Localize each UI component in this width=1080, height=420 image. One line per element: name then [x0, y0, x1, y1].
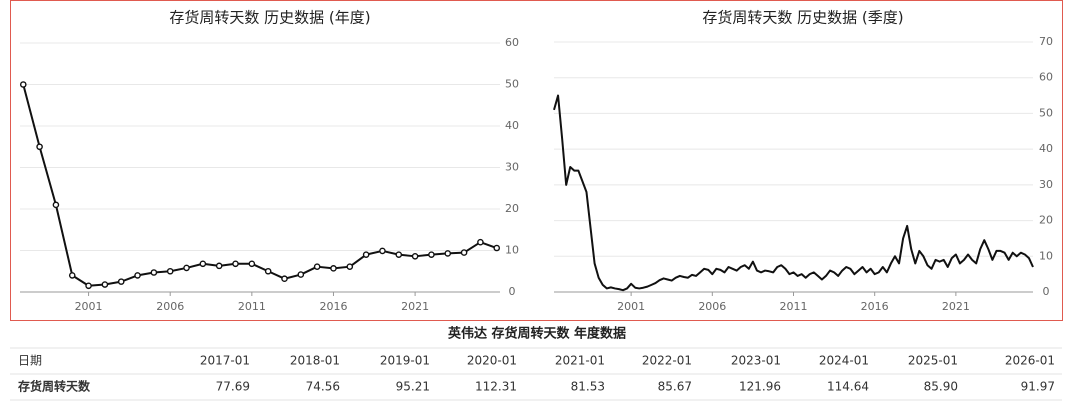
- marker: [150, 269, 158, 276]
- marker: [346, 263, 354, 270]
- marker: [85, 282, 92, 290]
- header-cell: 2026-01: [1005, 354, 1055, 368]
- marker: [52, 201, 60, 209]
- cell: 91.97: [1021, 380, 1055, 394]
- cell: 81.53: [571, 380, 605, 394]
- marker: [166, 267, 174, 275]
- marker: [232, 260, 239, 268]
- marker: [297, 271, 305, 278]
- header-cell: 2022-01: [642, 354, 692, 368]
- marker: [134, 272, 141, 279]
- y-tick-label: 50: [505, 78, 519, 91]
- marker: [428, 251, 435, 258]
- marker: [101, 281, 109, 288]
- cell: 77.69: [216, 380, 250, 394]
- marker: [215, 262, 223, 270]
- marker: [313, 263, 321, 270]
- header-cell: 日期: [18, 354, 42, 368]
- marker: [117, 278, 125, 285]
- cell: 95.21: [396, 380, 430, 394]
- chart-title: 存货周转天数 历史数据 (年度): [169, 9, 370, 27]
- y-tick-label: 40: [505, 119, 519, 132]
- marker: [411, 253, 419, 260]
- header-cell: 2023-01: [731, 354, 781, 368]
- marker: [183, 264, 190, 272]
- marker: [330, 265, 337, 272]
- cell: 85.67: [658, 380, 692, 394]
- y-tick-label: 10: [505, 244, 519, 257]
- x-tick-label: 2001: [75, 300, 103, 313]
- y-tick-label: 0: [1043, 285, 1050, 298]
- marker: [264, 267, 272, 275]
- chart-title: 存货周转天数 历史数据 (季度): [702, 9, 903, 27]
- marker: [477, 238, 484, 246]
- table-title: 英伟达 存货周转天数 年度数据: [447, 326, 626, 342]
- cell: 121.96: [739, 380, 781, 394]
- marker: [379, 247, 386, 255]
- header-cell: 2025-01: [908, 354, 958, 368]
- marker: [444, 250, 452, 257]
- marker: [19, 81, 27, 88]
- marker: [281, 275, 288, 283]
- marker: [36, 143, 43, 151]
- cell: 74.56: [306, 380, 340, 394]
- cell: 存货周转天数: [17, 379, 91, 394]
- chart-frame: [10, 0, 1063, 321]
- marker: [395, 251, 403, 258]
- y-tick-label: 30: [1039, 178, 1053, 191]
- header-cell: 2020-01: [467, 354, 517, 368]
- line: [553, 94, 1034, 292]
- x-tick-label: 2006: [156, 300, 184, 313]
- x-tick-label: 2011: [780, 300, 808, 313]
- y-tick-label: 70: [1039, 35, 1053, 48]
- cell: 112.31: [475, 380, 517, 394]
- header-cell: 2019-01: [380, 354, 430, 368]
- marker: [362, 251, 370, 258]
- line: [22, 84, 498, 287]
- marker: [460, 249, 468, 256]
- x-tick-label: 2016: [319, 300, 347, 313]
- cell: 114.64: [827, 380, 869, 394]
- x-tick-label: 2001: [617, 300, 645, 313]
- x-tick-label: 2006: [698, 300, 726, 313]
- marker: [68, 272, 76, 279]
- x-tick-label: 2021: [401, 300, 429, 313]
- x-tick-label: 2011: [238, 300, 266, 313]
- header-cell: 2017-01: [200, 354, 250, 368]
- y-tick-label: 10: [1039, 249, 1053, 262]
- y-tick-label: 60: [1039, 71, 1053, 84]
- y-tick-label: 50: [1039, 106, 1053, 119]
- cell: 85.90: [924, 380, 958, 394]
- header-cell: 2024-01: [819, 354, 869, 368]
- y-tick-label: 30: [505, 161, 519, 174]
- marker: [248, 260, 256, 268]
- y-tick-label: 20: [1039, 214, 1053, 227]
- marker: [199, 260, 207, 268]
- y-tick-label: 60: [505, 36, 519, 49]
- y-tick-label: 20: [505, 202, 519, 215]
- header-cell: 2018-01: [290, 354, 340, 368]
- x-tick-label: 2016: [861, 300, 889, 313]
- y-tick-label: 0: [509, 285, 516, 298]
- x-tick-label: 2021: [942, 300, 970, 313]
- header-cell: 2021-01: [555, 354, 605, 368]
- marker: [493, 244, 501, 252]
- y-tick-label: 40: [1039, 142, 1053, 155]
